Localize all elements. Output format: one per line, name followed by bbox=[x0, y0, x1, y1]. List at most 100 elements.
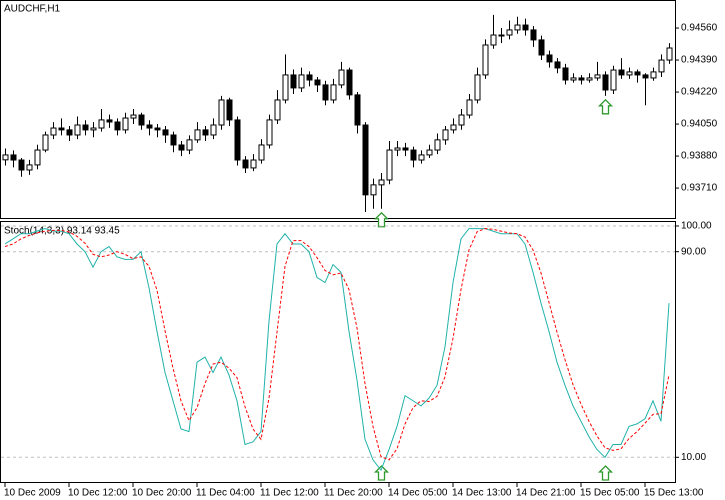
candle-body bbox=[314, 79, 321, 86]
candle-body bbox=[450, 124, 457, 131]
candle-body bbox=[258, 144, 265, 161]
candle-body bbox=[594, 74, 601, 79]
candle-body bbox=[98, 119, 105, 129]
candle-body bbox=[194, 129, 201, 141]
signal-arrow bbox=[373, 211, 390, 228]
candle-body bbox=[370, 184, 377, 196]
x-tick-label: 11 Dec 12:00 bbox=[260, 488, 319, 499]
y-tick-label: 0.94560 bbox=[681, 23, 718, 34]
x-tick-label: 14 Dec 21:00 bbox=[516, 488, 576, 499]
candle-body bbox=[418, 154, 425, 161]
stoch-line bbox=[4, 228, 670, 461]
candle-body bbox=[458, 114, 465, 126]
y-tick-label: 0.93880 bbox=[681, 151, 718, 162]
candle-body bbox=[490, 34, 497, 46]
candle-body bbox=[538, 39, 545, 56]
candle-body bbox=[50, 127, 57, 136]
y-tick-label: 10.00 bbox=[681, 452, 706, 463]
y-tick-label: 100.00 bbox=[681, 221, 712, 232]
candle-body bbox=[242, 159, 249, 169]
signal-arrow bbox=[373, 465, 390, 481]
stoch-pane-frame bbox=[0, 221, 676, 483]
candle-body bbox=[138, 114, 145, 126]
candle-body bbox=[82, 124, 89, 131]
main-pane-frame bbox=[0, 0, 676, 219]
candle-body bbox=[378, 179, 385, 186]
candle-body bbox=[2, 154, 9, 161]
x-tick-label: 15 Dec 05:00 bbox=[580, 488, 640, 499]
candle-body bbox=[442, 129, 449, 141]
candle-body bbox=[178, 144, 185, 151]
candle-body bbox=[330, 84, 337, 101]
candle-body bbox=[650, 71, 657, 79]
y-tick-label: 0.94050 bbox=[681, 119, 718, 130]
candle-body bbox=[554, 61, 561, 69]
x-tick-label: 14 Dec 13:00 bbox=[452, 488, 512, 499]
candle-body bbox=[154, 127, 161, 131]
candle-body bbox=[298, 74, 305, 89]
candle-body bbox=[578, 77, 585, 81]
candle-body bbox=[466, 99, 473, 116]
x-tick-label: 11 Dec 20:00 bbox=[324, 488, 383, 499]
candle-body bbox=[66, 129, 73, 136]
candle-body bbox=[346, 69, 353, 96]
candle-body bbox=[170, 134, 177, 146]
candle-body bbox=[562, 67, 569, 81]
candle-body bbox=[522, 24, 529, 31]
x-tick-label: 10 Dec 20:00 bbox=[132, 488, 192, 499]
candle-body bbox=[482, 44, 489, 76]
candle-body bbox=[426, 149, 433, 156]
candle-body bbox=[162, 129, 169, 136]
candle-body bbox=[58, 127, 65, 131]
candle-body bbox=[338, 69, 345, 86]
y-tick-label: 0.94220 bbox=[681, 87, 718, 98]
candle-body bbox=[666, 47, 673, 61]
candle-body bbox=[546, 54, 553, 63]
candle-body bbox=[202, 129, 209, 136]
candle-body bbox=[290, 74, 297, 89]
x-tick-label: 14 Dec 05:00 bbox=[388, 488, 448, 499]
candle-body bbox=[626, 71, 633, 76]
candle-body bbox=[530, 29, 537, 41]
candle-body bbox=[218, 99, 225, 126]
candle-body bbox=[130, 114, 137, 119]
candle-body bbox=[90, 127, 97, 131]
candle-body bbox=[26, 164, 33, 171]
candle-body bbox=[210, 124, 217, 136]
candle-body bbox=[402, 147, 409, 151]
candle-body bbox=[642, 74, 649, 79]
candle-body bbox=[274, 99, 281, 121]
candle-body bbox=[514, 24, 521, 31]
candle-body bbox=[618, 69, 625, 76]
candle-body bbox=[434, 139, 441, 151]
candle-body bbox=[570, 77, 577, 81]
x-tick-label: 15 Dec 13:00 bbox=[644, 488, 704, 499]
candle-body bbox=[498, 34, 505, 37]
candle-body bbox=[146, 124, 153, 129]
candle-body bbox=[282, 74, 289, 101]
candle-body bbox=[362, 124, 369, 196]
candle-body bbox=[234, 119, 241, 161]
candle-body bbox=[106, 119, 113, 123]
x-tick-label: 10 Dec 2009 bbox=[4, 488, 61, 499]
candle-body bbox=[474, 74, 481, 101]
candle-body bbox=[610, 69, 617, 91]
x-tick-label: 10 Dec 12:00 bbox=[68, 488, 128, 499]
candle-body bbox=[306, 74, 313, 81]
candle-body bbox=[34, 149, 41, 166]
candle-body bbox=[354, 94, 361, 126]
candle-body bbox=[386, 149, 393, 181]
y-tick-label: 90.00 bbox=[681, 246, 706, 257]
candle-body bbox=[634, 71, 641, 76]
candle-body bbox=[186, 139, 193, 151]
candle-body bbox=[122, 117, 129, 131]
candle-body bbox=[394, 147, 401, 151]
candle-body bbox=[18, 159, 25, 171]
candle-body bbox=[226, 99, 233, 121]
candle-body bbox=[10, 154, 17, 161]
candle-body bbox=[506, 29, 513, 36]
candle-body bbox=[114, 121, 121, 131]
y-tick-label: 0.94390 bbox=[681, 55, 718, 66]
candle-body bbox=[658, 59, 665, 73]
